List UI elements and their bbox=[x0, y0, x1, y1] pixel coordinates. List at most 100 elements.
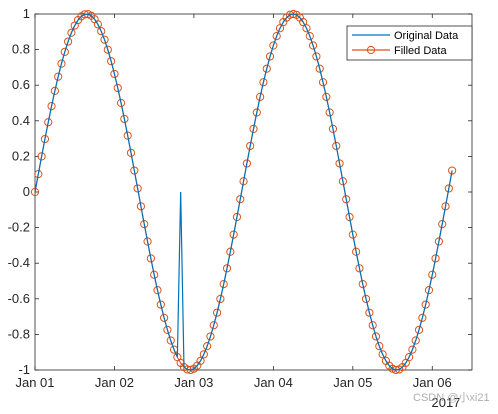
filled-data-point bbox=[150, 270, 159, 279]
filled-data-point bbox=[160, 313, 169, 322]
filled-data-line bbox=[34, 13, 453, 371]
filled-data-point bbox=[275, 24, 285, 33]
filled-data-point bbox=[50, 86, 59, 95]
x-tick-label: Jan 02 bbox=[95, 375, 134, 390]
filled-data-point bbox=[113, 83, 122, 93]
filled-data-point bbox=[411, 336, 420, 345]
filled-data-point bbox=[269, 41, 278, 50]
filled-data-point bbox=[136, 202, 146, 211]
filled-data-point bbox=[305, 31, 314, 41]
filled-data-point bbox=[47, 102, 56, 111]
filled-data-point bbox=[133, 184, 142, 193]
filled-data-point bbox=[57, 59, 66, 68]
y-axis: -1 -0.8 -0.6 -0.4 -0.2 0 0.2 0.4 0.6 0.8 1 bbox=[8, 6, 472, 377]
filled-data-point bbox=[103, 45, 112, 54]
filled-data-point bbox=[120, 114, 129, 124]
filled-data-point bbox=[60, 47, 69, 56]
y-tick-label: -0.6 bbox=[8, 291, 30, 306]
filled-data-point bbox=[242, 159, 251, 168]
x-tick-label: Jan 03 bbox=[174, 375, 213, 390]
filled-data-point bbox=[236, 195, 245, 204]
legend-box bbox=[346, 25, 473, 61]
watermark: CSDN @小xi21 bbox=[413, 391, 490, 404]
filled-data-point bbox=[199, 350, 208, 359]
series-filled-data bbox=[30, 9, 457, 375]
filled-data-point bbox=[424, 286, 434, 295]
x-axis: Jan 01 Jan 02 Jan 03 Jan 04 Jan 05 Jan 06 bbox=[15, 14, 452, 390]
filled-data-point bbox=[246, 141, 255, 151]
filled-data-point bbox=[93, 20, 103, 29]
filled-data-point bbox=[64, 37, 73, 46]
series-original-data bbox=[34, 13, 453, 371]
filled-data-point bbox=[153, 286, 162, 295]
filled-data-point bbox=[256, 92, 265, 101]
filled-data-point bbox=[37, 152, 46, 161]
filled-data-point bbox=[335, 159, 344, 168]
legend-original-label: Original Data bbox=[394, 30, 459, 42]
filled-data-point bbox=[272, 31, 281, 41]
filled-data-point bbox=[328, 124, 338, 133]
filled-data-point bbox=[431, 254, 440, 263]
filled-data-point bbox=[123, 131, 132, 140]
filled-data-point bbox=[166, 336, 175, 345]
filled-data-point bbox=[361, 294, 371, 304]
filled-data-point bbox=[252, 108, 261, 117]
y-tick-label: 0.8 bbox=[12, 42, 30, 57]
filled-data-point bbox=[229, 230, 238, 239]
filled-data-point bbox=[226, 247, 235, 256]
filled-data-point bbox=[143, 237, 152, 246]
filled-data-point bbox=[414, 325, 424, 334]
filled-data-point bbox=[391, 365, 400, 375]
legend: Original Data Filled Data bbox=[346, 25, 473, 61]
filled-data-point bbox=[418, 313, 427, 322]
filled-data-point bbox=[239, 177, 248, 186]
filled-data-point bbox=[259, 78, 268, 87]
filled-data-point bbox=[163, 325, 172, 334]
filled-data-point bbox=[368, 321, 377, 330]
filled-data-point bbox=[421, 300, 430, 309]
filled-data-point bbox=[434, 237, 443, 246]
filled-data-point bbox=[212, 308, 222, 317]
y-tick-label: 0.6 bbox=[12, 77, 30, 92]
x-year-label: 2017 bbox=[432, 395, 461, 410]
filled-data-point bbox=[444, 184, 453, 193]
filled-data-point bbox=[249, 124, 258, 133]
filled-data-point bbox=[302, 24, 311, 33]
filled-data-point bbox=[348, 230, 357, 239]
y-tick-label: -0.2 bbox=[8, 220, 30, 235]
filled-data-point bbox=[405, 353, 414, 362]
filled-data-point bbox=[126, 148, 136, 157]
filled-data-point bbox=[352, 247, 361, 256]
filled-data-point bbox=[262, 64, 271, 73]
filled-data-point bbox=[219, 279, 228, 289]
filled-data-point bbox=[332, 141, 341, 151]
filled-data-point bbox=[448, 166, 457, 175]
filled-data-point bbox=[54, 72, 63, 81]
original-data-line bbox=[34, 13, 453, 371]
filled-data-point bbox=[206, 332, 215, 341]
filled-data-point bbox=[130, 166, 139, 175]
filled-data-point bbox=[67, 28, 76, 37]
filled-data-point bbox=[441, 202, 450, 211]
filled-data-point bbox=[342, 195, 351, 204]
plot-area-border bbox=[34, 13, 473, 371]
filled-data-point bbox=[116, 98, 126, 108]
filled-data-point bbox=[428, 270, 437, 279]
y-tick-label: -0.8 bbox=[8, 326, 30, 341]
y-tick-label: -0.4 bbox=[8, 255, 30, 270]
filled-data-point bbox=[203, 342, 212, 351]
filled-data-point bbox=[438, 219, 447, 229]
filled-data-point bbox=[358, 279, 367, 289]
filled-data-point bbox=[196, 356, 205, 365]
filled-data-point bbox=[222, 264, 232, 273]
x-tick-label: Jan 05 bbox=[333, 375, 372, 390]
filled-data-point bbox=[209, 321, 218, 330]
legend-filled-label: Filled Data bbox=[394, 45, 447, 57]
filled-data-point bbox=[318, 78, 328, 87]
filled-data-point bbox=[355, 264, 364, 273]
filled-data-point bbox=[232, 212, 242, 222]
filled-data-point bbox=[289, 9, 298, 19]
filled-data-point bbox=[365, 308, 374, 317]
filled-data-point bbox=[44, 118, 53, 127]
